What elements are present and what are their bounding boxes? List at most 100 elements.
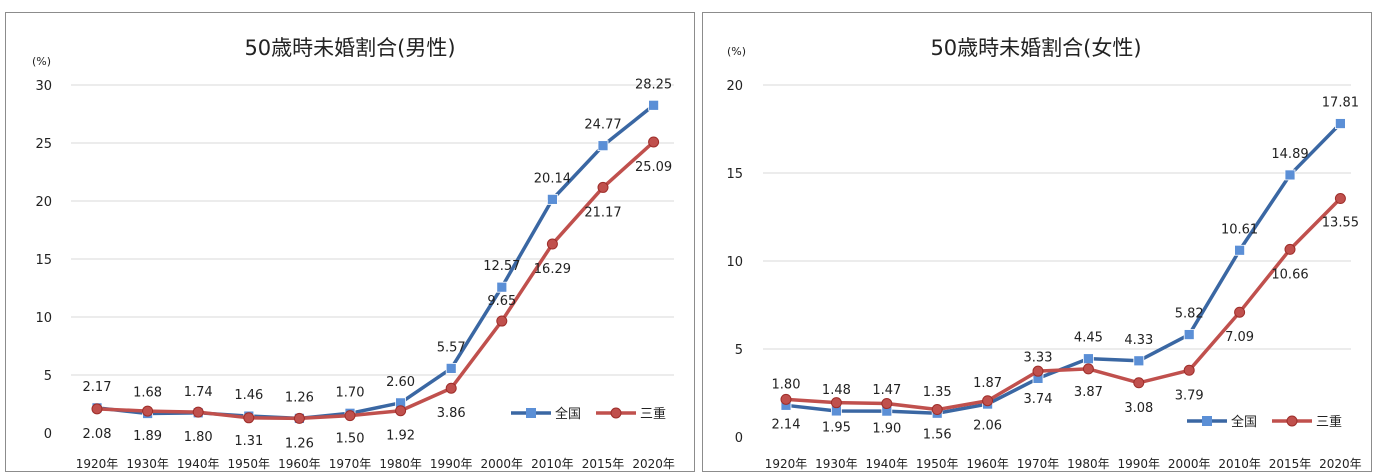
- x-tick-label: 2000年: [1168, 457, 1211, 471]
- data-label: 3.33: [1024, 350, 1053, 365]
- data-label: 1.26: [285, 436, 314, 451]
- data-label: 1.46: [234, 388, 263, 403]
- data-point-marker: [1284, 243, 1296, 255]
- data-label: 12.57: [483, 259, 520, 274]
- data-label: 1.26: [285, 390, 314, 405]
- x-tick-label: 2020年: [632, 457, 675, 471]
- legend-label: 全国: [555, 406, 581, 422]
- data-label: 20.14: [534, 171, 571, 186]
- unit-label: (%): [32, 55, 51, 68]
- data-label: 21.17: [584, 205, 621, 220]
- data-point-marker: [1183, 364, 1195, 376]
- series-line-三重: [96, 140, 655, 421]
- y-tick-label: 20: [726, 79, 743, 94]
- data-label: 1.87: [973, 376, 1002, 391]
- data-label: 1.95: [822, 421, 851, 436]
- y-tick-label: 25: [35, 137, 52, 152]
- data-point-marker: [1234, 244, 1245, 256]
- chart-title: 50歳時未婚割合(男性): [244, 36, 455, 60]
- data-point-marker: [1334, 193, 1346, 205]
- data-label: 2.08: [83, 427, 112, 442]
- legend-label: 三重: [1316, 414, 1342, 430]
- y-tick-label: 5: [44, 369, 52, 384]
- data-point-marker: [881, 398, 893, 410]
- data-label: 1.48: [822, 383, 851, 398]
- data-point-marker: [243, 412, 255, 424]
- x-tick-label: 1930年: [126, 457, 169, 471]
- data-label: 3.86: [437, 406, 466, 421]
- data-label: 14.89: [1271, 147, 1308, 162]
- x-tick-label: 1980年: [1067, 457, 1110, 471]
- data-label: 1.74: [184, 385, 213, 400]
- data-label: 2.60: [386, 375, 415, 390]
- y-tick-label: 5: [735, 343, 743, 358]
- y-tick-label: 30: [35, 79, 52, 94]
- unit-label: (%): [727, 45, 746, 58]
- legend-marker: [610, 407, 622, 419]
- chart-panel-female: 50歳時未婚割合(女性) (%) 0 5 10 15 20 1920年 1930年 1940年…: [702, 12, 1372, 472]
- data-label: 1.92: [386, 429, 415, 444]
- data-label: 28.25: [635, 77, 672, 92]
- chart-female: 50歳時未婚割合(女性) (%) 0 5 10 15 20 1920年 1930年 1940年…: [726, 36, 1362, 471]
- data-point-marker: [1183, 329, 1195, 340]
- data-label: 5.82: [1175, 307, 1204, 322]
- data-point-marker: [1234, 306, 1246, 318]
- x-tick-label: 1930年: [815, 457, 858, 471]
- data-label: 16.29: [534, 262, 571, 277]
- y-tick-label: 0: [735, 431, 743, 446]
- data-point-marker: [445, 382, 457, 394]
- data-point-marker: [1032, 365, 1044, 377]
- data-label: 1.68: [133, 386, 162, 401]
- chart-panel-male: 50歳時未婚割合(男性) (%) 0 5 10 15 20 25 30 1920年 1930年 1…: [5, 12, 695, 472]
- y-tick-label: 15: [726, 167, 743, 182]
- data-label: 5.57: [437, 340, 466, 355]
- x-tick-label: 1920年: [765, 457, 808, 471]
- data-label: 9.65: [487, 294, 516, 309]
- x-tick-label: 1970年: [1017, 457, 1060, 471]
- data-label: 1.50: [336, 432, 365, 447]
- data-point-marker: [395, 405, 407, 417]
- data-label: 1.90: [872, 422, 901, 437]
- y-tick-label: 10: [726, 255, 743, 270]
- data-label: 10.61: [1221, 222, 1258, 237]
- data-point-marker: [546, 238, 558, 250]
- data-point-marker: [931, 404, 943, 416]
- x-tick-label: 2000年: [481, 457, 524, 471]
- y-tick-label: 20: [35, 195, 52, 210]
- x-tick-label: 2010年: [1218, 457, 1261, 471]
- data-point-marker: [982, 395, 994, 407]
- data-label: 3.74: [1024, 392, 1053, 407]
- data-point-marker: [496, 281, 508, 293]
- data-point-marker: [1284, 169, 1296, 181]
- chart-male: 50歳時未婚割合(男性) (%) 0 5 10 15 20 25 30 1920年 1930年 1…: [32, 36, 675, 471]
- x-tick-label: 1950年: [916, 457, 959, 471]
- data-label: 24.77: [584, 118, 621, 133]
- data-label: 1.70: [336, 385, 365, 400]
- data-label: 25.09: [635, 160, 672, 175]
- x-tick-label: 2015年: [1269, 457, 1312, 471]
- y-tick-label: 15: [35, 253, 52, 268]
- data-point-marker: [344, 410, 356, 422]
- data-label: 1.31: [234, 434, 263, 449]
- data-point-marker: [1133, 355, 1145, 367]
- x-tick-label: 1940年: [177, 457, 220, 471]
- x-tick-label: 1960年: [966, 457, 1009, 471]
- y-tick-label: 0: [44, 427, 52, 442]
- x-tick-label: 2020年: [1319, 457, 1362, 471]
- data-label: 3.79: [1175, 388, 1204, 403]
- data-label: 2.06: [973, 419, 1002, 434]
- data-label: 7.09: [1225, 330, 1254, 345]
- series-line-三重: [785, 197, 1342, 412]
- x-tick-label: 1990年: [1118, 457, 1161, 471]
- data-label: 1.35: [923, 385, 952, 400]
- chart-title: 50歳時未婚割合(女性): [930, 36, 1141, 60]
- legend-label: 三重: [640, 406, 666, 422]
- data-point-marker: [1082, 353, 1094, 365]
- x-tick-label: 1980年: [379, 457, 422, 471]
- data-point-marker: [1082, 363, 1094, 375]
- data-label: 3.08: [1124, 401, 1153, 416]
- data-label: 1.56: [923, 428, 952, 443]
- data-label: 1.89: [133, 429, 162, 444]
- x-tick-label: 1950年: [228, 457, 271, 471]
